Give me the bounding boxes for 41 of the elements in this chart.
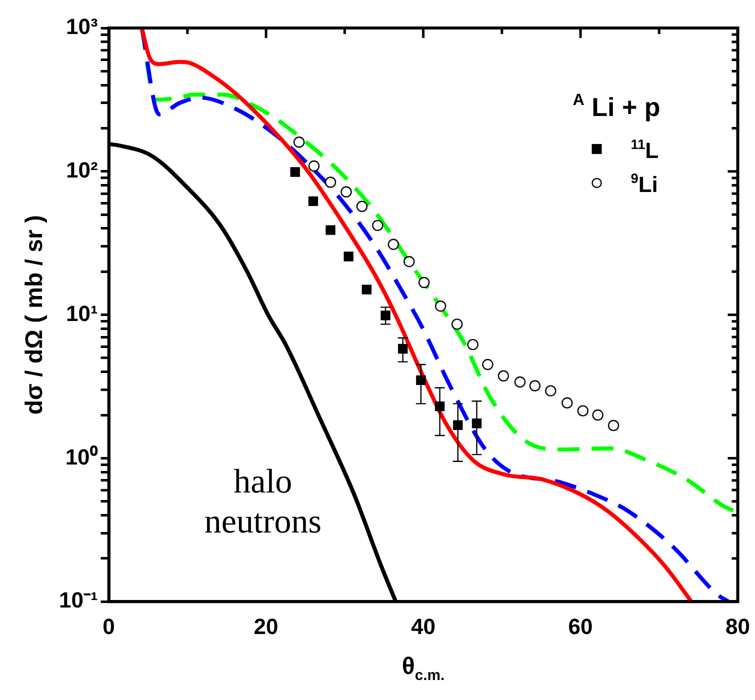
y-tick-label: 10¹ (66, 300, 98, 326)
x-tick-label: 20 (254, 614, 278, 639)
point (498, 370, 510, 382)
x-tick-label: 60 (568, 614, 593, 639)
point (529, 380, 541, 392)
point (290, 167, 300, 177)
point (418, 276, 430, 288)
legend-title: A Li + p (572, 91, 660, 122)
y-tick-label: 10³ (66, 14, 98, 40)
point (545, 385, 556, 396)
point (577, 405, 588, 416)
point (514, 376, 526, 388)
x-tick-label: 0 (102, 614, 115, 639)
point (482, 358, 494, 370)
point (372, 220, 384, 232)
point (356, 200, 368, 212)
point (340, 186, 352, 198)
point (434, 300, 446, 312)
point (451, 318, 463, 330)
point (308, 160, 320, 172)
point (467, 338, 478, 350)
point (362, 284, 372, 294)
x-tick-label: 40 (411, 614, 436, 639)
annotation: halo neutrons (204, 464, 322, 541)
y-tick-label: 10⁻¹ (59, 588, 98, 613)
point (608, 420, 620, 432)
x-tick-label: 80 (726, 614, 750, 639)
point (344, 252, 354, 262)
point (404, 256, 415, 268)
point (324, 176, 336, 188)
point (562, 397, 573, 409)
point (388, 238, 400, 250)
point (416, 375, 426, 386)
y-tick-label: 10⁰ (65, 444, 98, 470)
y-tick-label: 10² (66, 157, 98, 182)
point (380, 310, 390, 320)
y-axis-title: dσ / dΩ ( mb / sr ) (21, 214, 48, 415)
point (326, 225, 336, 235)
point (293, 136, 305, 148)
point (592, 409, 604, 421)
point (308, 196, 318, 206)
